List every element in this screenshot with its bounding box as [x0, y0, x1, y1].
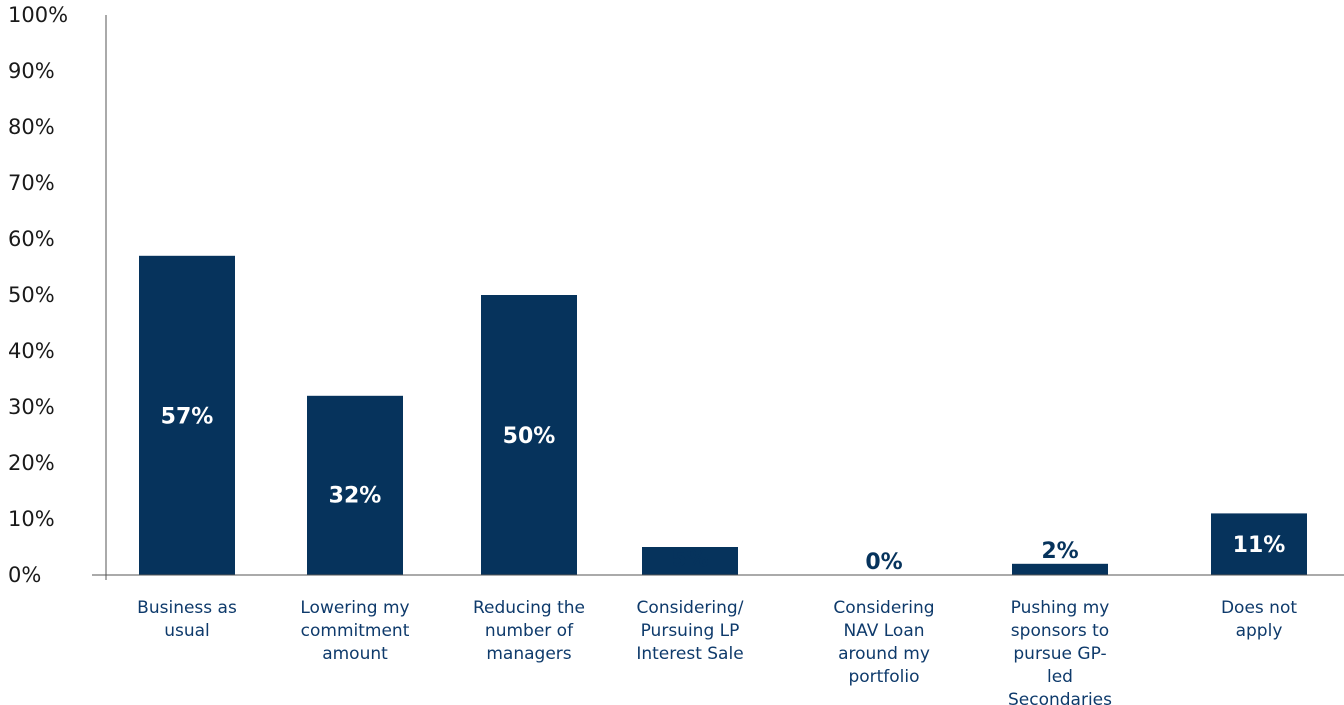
category-label: Does not apply — [1221, 598, 1297, 641]
category-label-line: pursue GP- — [1013, 644, 1106, 664]
category-label-line: Does not — [1221, 598, 1297, 618]
data-label: 2% — [1041, 539, 1078, 564]
category-label-line: Lowering my — [300, 598, 409, 618]
category-label: Pushing my sponsors to pursue GP-led Second… — [1008, 598, 1112, 705]
data-label: 5% — [671, 547, 708, 572]
category-label-line: Considering — [833, 598, 934, 618]
category-label: Considering/Pursuing LP Interest Sale — [636, 598, 743, 664]
category-label-line: number of — [485, 621, 574, 641]
y-tick-label: 20% — [8, 451, 55, 475]
y-tick-label: 90% — [8, 59, 55, 83]
category-label-line: portfolio — [848, 667, 919, 687]
data-label: 11% — [1233, 533, 1286, 558]
bar — [307, 395, 403, 575]
category-label-line: Business as — [137, 598, 237, 618]
bar — [481, 295, 577, 575]
bar — [139, 255, 235, 576]
category-label-line: around my — [838, 644, 930, 664]
category-label-line: Interest Sale — [636, 644, 743, 664]
category-label: Reducing the number of managers — [473, 598, 585, 664]
bar — [642, 547, 738, 575]
category-label-line: Pursuing LP — [641, 621, 740, 641]
data-label: 32% — [329, 483, 382, 508]
category-label-line: sponsors to — [1011, 621, 1109, 641]
y-tick-label: 40% — [8, 339, 55, 363]
bar — [1211, 513, 1307, 575]
data-labels: 57% 32% 50% 5% 0% 2% 11% — [161, 404, 1286, 575]
y-tick-label: 80% — [8, 115, 55, 139]
y-axis-ticks: 0% 10% 20% 30% 40% 50% 60% 70% 80% 90% 100% — [8, 3, 68, 587]
category-label-line: amount — [322, 644, 388, 664]
category-label-line: managers — [486, 644, 571, 664]
category-label-line: Considering/ — [637, 598, 744, 618]
category-labels: Business as usual Lowering my commitment amo… — [137, 598, 1297, 705]
data-label: 0% — [865, 550, 902, 575]
y-tick-label: 30% — [8, 395, 55, 419]
data-label: 50% — [503, 424, 556, 449]
category-label-line: NAV Loan — [843, 621, 924, 641]
data-label: 57% — [161, 404, 214, 429]
y-tick-label: 70% — [8, 171, 55, 195]
category-label-line: commitment — [301, 621, 410, 641]
category-label: Lowering my commitment amount — [300, 598, 409, 664]
y-tick-label: 50% — [8, 283, 55, 307]
category-label-line: usual — [164, 621, 210, 641]
bar — [1012, 563, 1108, 575]
category-label-line: led — [1047, 667, 1073, 687]
category-label-line: Secondaries — [1008, 690, 1112, 705]
bars — [139, 255, 1307, 576]
y-tick-label: 0% — [8, 563, 41, 587]
y-tick-label: 100% — [8, 3, 68, 27]
y-tick-label: 10% — [8, 507, 55, 531]
category-label-line: apply — [1236, 621, 1283, 641]
category-label-line: Reducing the — [473, 598, 585, 618]
category-label-line: Pushing my — [1011, 598, 1110, 618]
axes — [92, 15, 1344, 580]
category-label: Business as usual — [137, 598, 237, 641]
y-tick-label: 60% — [8, 227, 55, 251]
category-label: Considering NAV Loan around my portfolio — [833, 598, 934, 687]
